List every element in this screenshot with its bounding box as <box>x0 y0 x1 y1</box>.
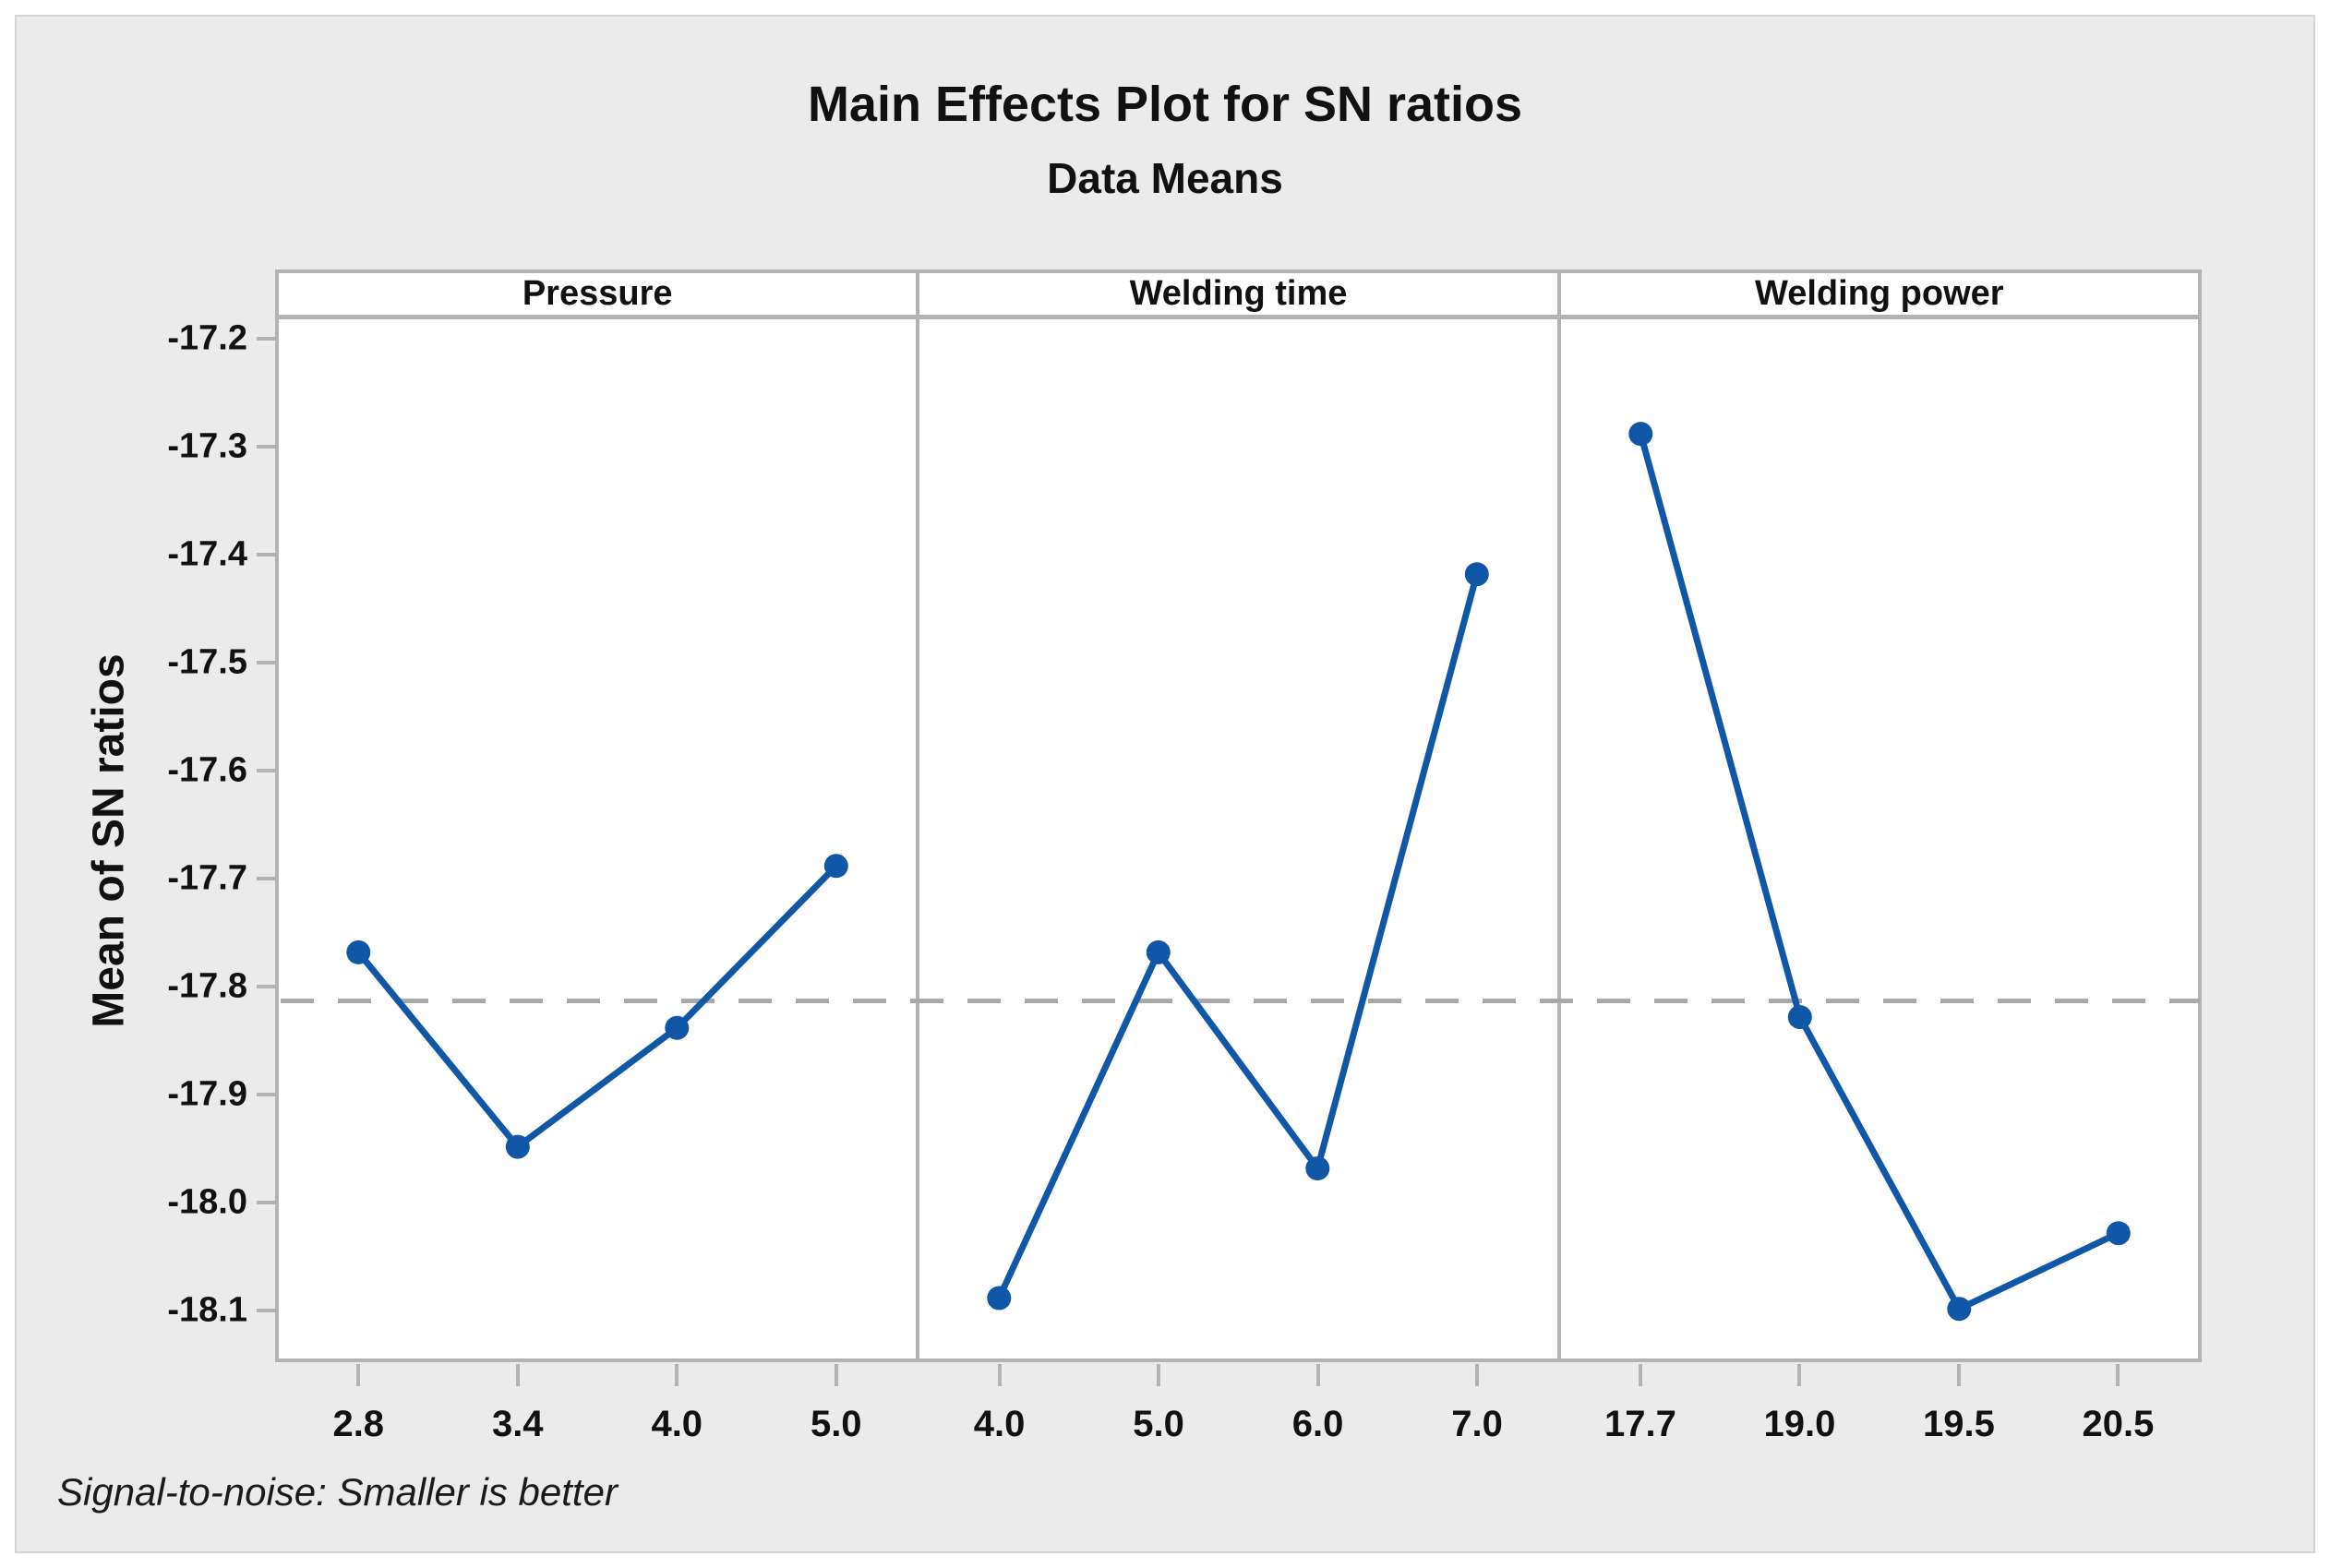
x-tick-label: 6.0 <box>1291 1404 1344 1444</box>
data-point-marker <box>987 1286 1012 1311</box>
x-tick-label: 4.0 <box>973 1404 1026 1444</box>
data-point-marker <box>505 1134 530 1159</box>
panel-welding-time: Welding time 4.0 5.0 6.0 7.0 <box>916 273 1557 1444</box>
x-tick-label: 7.0 <box>1451 1404 1503 1444</box>
grand-mean-dashed-line <box>281 998 2200 1003</box>
y-tick-mark <box>257 336 275 341</box>
y-tick-label: -17.4 <box>167 534 247 574</box>
x-tick-label: 5.0 <box>1133 1404 1184 1444</box>
x-tick-mark <box>675 1364 679 1386</box>
y-tick-label: -17.6 <box>167 750 247 790</box>
y-tick-mark <box>257 1201 275 1205</box>
y-tick-label: -18.0 <box>167 1182 247 1222</box>
y-tick-label: -18.1 <box>167 1290 247 1330</box>
data-point-marker <box>2106 1221 2131 1246</box>
x-tick-mark <box>2116 1364 2120 1386</box>
y-tick-mark <box>257 1093 275 1097</box>
plot-frame: Pressure 2.8 3.4 4.0 5.0 Welding time 4.0 5.0 6.… <box>275 269 2202 1444</box>
data-point-marker <box>1946 1297 1971 1322</box>
series-svg <box>1627 422 2131 1322</box>
x-tick-mark <box>1315 1364 1320 1386</box>
x-tick-label: 19.0 <box>1763 1404 1836 1444</box>
y-tick-mark <box>257 768 275 772</box>
data-point-marker <box>1147 940 1171 964</box>
data-point-marker <box>1787 1005 1812 1030</box>
x-tick-label: 17.7 <box>1603 1404 1676 1444</box>
y-tick-label: -17.2 <box>167 318 247 358</box>
x-tick-label: 4.0 <box>651 1404 703 1444</box>
y-tick-label: -17.7 <box>167 858 247 898</box>
x-tick-mark <box>515 1364 520 1386</box>
data-point-marker <box>1305 1156 1330 1180</box>
x-tick-label: 19.5 <box>1922 1404 1995 1444</box>
x-tick-label: 2.8 <box>332 1404 385 1444</box>
panel-plot-area: 17.7 19.0 19.5 20.5 <box>1560 319 2198 1444</box>
data-point-marker <box>1465 562 1490 587</box>
series-line <box>1637 433 2120 1313</box>
y-tick-mark <box>257 660 275 664</box>
x-tick-mark <box>1157 1364 1161 1386</box>
x-tick-label: 20.5 <box>2082 1404 2155 1444</box>
panel-welding-power: Welding power 17.7 19.0 19.5 20.5 <box>1556 273 2198 1444</box>
data-point-marker <box>346 940 371 964</box>
panel-pressure: Pressure 2.8 3.4 4.0 5.0 <box>279 273 917 1444</box>
main-effects-plot-figure: Main Effects Plot for SN ratios Data Mea… <box>15 15 2315 1553</box>
series-line <box>355 863 839 1152</box>
footnote: Signal-to-noise: Smaller is better <box>57 1470 618 1514</box>
panel-plot-area: 2.8 3.4 4.0 5.0 <box>279 319 917 1444</box>
y-tick-label: -17.9 <box>167 1074 247 1114</box>
x-tick-mark <box>834 1364 838 1386</box>
x-tick-mark <box>1475 1364 1480 1386</box>
series-line <box>996 573 1481 1299</box>
panel-row: Pressure 2.8 3.4 4.0 5.0 Welding time 4.0 5.0 6.… <box>279 273 2198 1444</box>
series-svg <box>987 562 1490 1311</box>
chart-subtitle: Data Means <box>1047 154 1283 202</box>
data-point-marker <box>823 854 848 879</box>
y-tick-label: -17.3 <box>167 426 247 466</box>
y-tick-label: -17.5 <box>167 642 247 682</box>
x-tick-mark <box>1956 1364 1961 1386</box>
x-tick-mark <box>1638 1364 1642 1386</box>
x-tick-mark <box>356 1364 361 1386</box>
panel-header: Pressure <box>279 273 917 319</box>
x-tick-mark <box>997 1364 1002 1386</box>
y-tick-mark <box>257 444 275 449</box>
data-point-marker <box>665 1015 690 1040</box>
y-tick-mark <box>257 1309 275 1313</box>
chart-title: Main Effects Plot for SN ratios <box>807 77 1523 132</box>
y-tick-mark <box>257 552 275 557</box>
y-tick-mark <box>257 985 275 988</box>
panel-header: Welding power <box>1560 273 2198 319</box>
x-tick-mark <box>1797 1364 1802 1386</box>
x-tick-label: 5.0 <box>810 1404 862 1444</box>
y-axis: -17.2 -17.3 -17.4 -17.5 -17.6 -17.7 -17.8 -17.9… <box>17 318 275 1360</box>
y-tick-mark <box>257 876 275 880</box>
panel-header: Welding time <box>919 273 1557 319</box>
x-tick-label: 3.4 <box>491 1404 544 1444</box>
series-svg <box>346 854 848 1159</box>
y-tick-label: -17.8 <box>167 966 247 1006</box>
panel-plot-area: 4.0 5.0 6.0 7.0 <box>919 319 1557 1444</box>
data-point-marker <box>1627 422 1652 447</box>
